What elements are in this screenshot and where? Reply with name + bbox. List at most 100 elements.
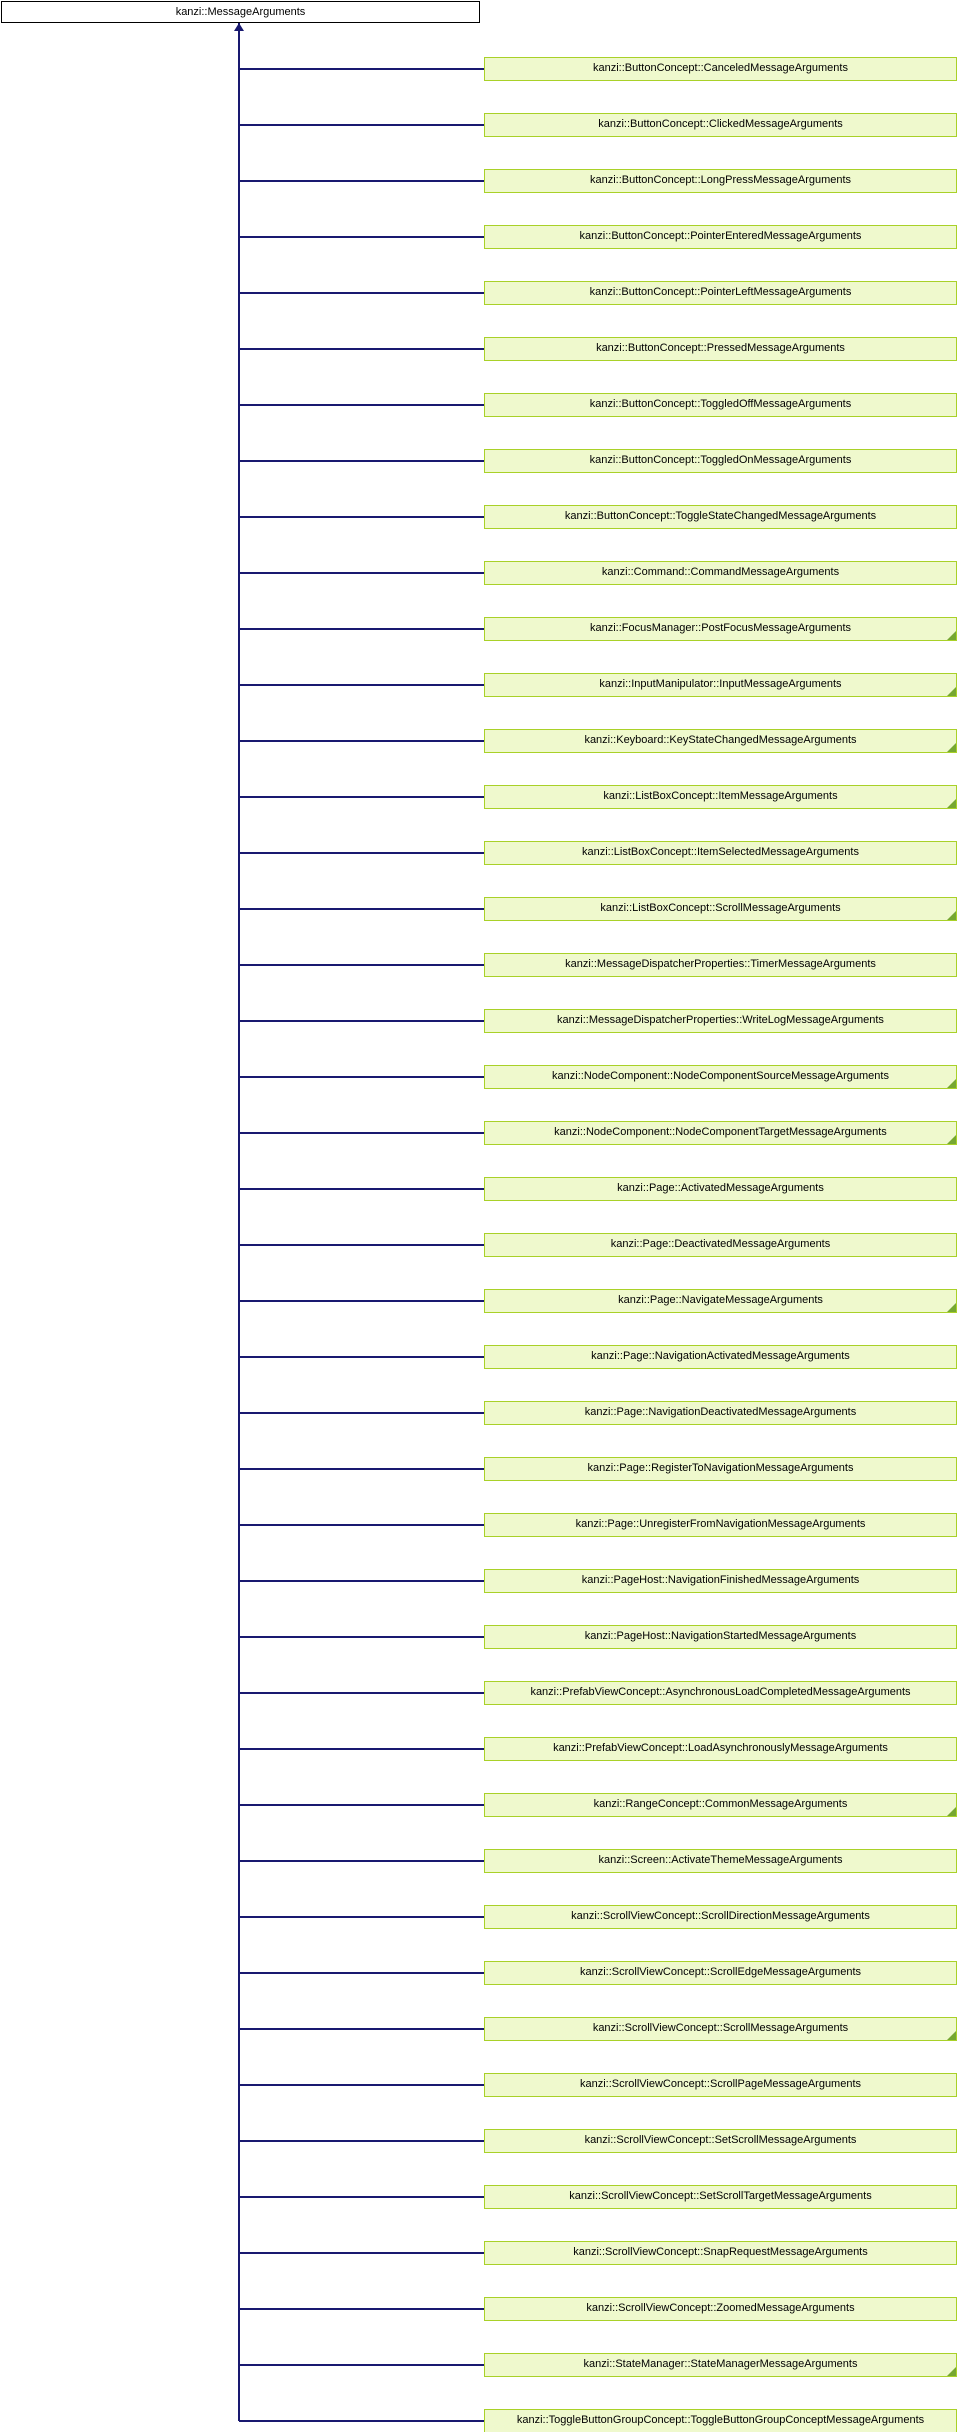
derived-class-label: kanzi::ButtonConcept::ToggledOffMessageA… xyxy=(589,398,852,410)
derived-class-label: kanzi::NodeComponent::NodeComponentTarge… xyxy=(554,1126,887,1138)
derived-class-label: kanzi::ButtonConcept::ToggledOnMessageAr… xyxy=(589,454,852,466)
derived-class-node[interactable]: kanzi::ButtonConcept::CanceledMessageArg… xyxy=(484,57,957,81)
derived-class-node[interactable]: kanzi::ListBoxConcept::ItemSelectedMessa… xyxy=(484,841,957,865)
derived-class-label: kanzi::ButtonConcept::PointerLeftMessage… xyxy=(589,286,852,298)
derived-class-row: kanzi::RangeConcept::CommonMessageArgume… xyxy=(0,1793,958,1817)
inheritance-branch-line xyxy=(239,68,484,70)
derived-class-node[interactable]: kanzi::PrefabViewConcept::LoadAsynchrono… xyxy=(484,1737,957,1761)
derived-class-node[interactable]: kanzi::Command::CommandMessageArguments xyxy=(484,561,957,585)
inheritance-branch-line xyxy=(239,572,484,574)
derived-class-label: kanzi::ButtonConcept::LongPressMessageAr… xyxy=(589,174,852,186)
inheritance-branch-line xyxy=(239,1244,484,1246)
derived-class-label: kanzi::PageHost::NavigationStartedMessag… xyxy=(584,1630,857,1642)
inheritance-branch-line xyxy=(239,1972,484,1974)
derived-class-row: kanzi::ScrollViewConcept::SetScrollMessa… xyxy=(0,2129,958,2153)
derived-class-node[interactable]: kanzi::Page::NavigationActivatedMessageA… xyxy=(484,1345,957,1369)
derived-class-label: kanzi::FocusManager::PostFocusMessageArg… xyxy=(589,622,852,634)
inheritance-branch-line xyxy=(239,180,484,182)
derived-class-node[interactable]: kanzi::ToggleButtonGroupConcept::ToggleB… xyxy=(484,2409,957,2432)
has-subclasses-marker-icon xyxy=(947,1303,956,1312)
inheritance-branch-line xyxy=(239,2196,484,2198)
inheritance-branch-line xyxy=(239,1636,484,1638)
derived-class-node[interactable]: kanzi::ScrollViewConcept::SetScrollMessa… xyxy=(484,2129,957,2153)
inheritance-branch-line xyxy=(239,2364,484,2366)
derived-class-node[interactable]: kanzi::ScrollViewConcept::ScrollEdgeMess… xyxy=(484,1961,957,1985)
derived-class-label: kanzi::ButtonConcept::PressedMessageArgu… xyxy=(596,342,845,354)
derived-class-row: kanzi::ButtonConcept::ToggleStateChanged… xyxy=(0,505,958,529)
derived-class-label: kanzi::ScrollViewConcept::ZoomedMessageA… xyxy=(586,2302,855,2314)
derived-class-node[interactable]: kanzi::ButtonConcept::PointerLeftMessage… xyxy=(484,281,957,305)
derived-class-row: kanzi::NodeComponent::NodeComponentSourc… xyxy=(0,1065,958,1089)
derived-class-node[interactable]: kanzi::PageHost::NavigationStartedMessag… xyxy=(484,1625,957,1649)
derived-class-row: kanzi::Page::NavigateMessageArguments xyxy=(0,1289,958,1313)
inheritance-arrow-icon xyxy=(234,23,244,31)
derived-class-node[interactable]: kanzi::Screen::ActivateThemeMessageArgum… xyxy=(484,1849,957,1873)
derived-class-node[interactable]: kanzi::Page::UnregisterFromNavigationMes… xyxy=(484,1513,957,1537)
derived-class-node[interactable]: kanzi::ScrollViewConcept::ScrollPageMess… xyxy=(484,2073,957,2097)
derived-class-row: kanzi::FocusManager::PostFocusMessageArg… xyxy=(0,617,958,641)
derived-class-node[interactable]: kanzi::ScrollViewConcept::ScrollMessageA… xyxy=(484,2017,957,2041)
derived-class-node[interactable]: kanzi::Page::DeactivatedMessageArguments xyxy=(484,1233,957,1257)
derived-class-node[interactable]: kanzi::RangeConcept::CommonMessageArgume… xyxy=(484,1793,957,1817)
derived-class-node[interactable]: kanzi::ScrollViewConcept::SnapRequestMes… xyxy=(484,2241,957,2265)
derived-class-node[interactable]: kanzi::PrefabViewConcept::AsynchronousLo… xyxy=(484,1681,957,1705)
derived-class-row: kanzi::ScrollViewConcept::ScrollMessageA… xyxy=(0,2017,958,2041)
derived-class-node[interactable]: kanzi::ScrollViewConcept::SetScrollTarge… xyxy=(484,2185,957,2209)
inheritance-branch-line xyxy=(239,1020,484,1022)
derived-class-node[interactable]: kanzi::ButtonConcept::ToggleStateChanged… xyxy=(484,505,957,529)
derived-class-row: kanzi::MessageDispatcherProperties::Writ… xyxy=(0,1009,958,1033)
inheritance-branch-line xyxy=(239,2084,484,2086)
inheritance-branch-line xyxy=(239,1692,484,1694)
derived-class-row: kanzi::ScrollViewConcept::SnapRequestMes… xyxy=(0,2241,958,2265)
derived-class-node[interactable]: kanzi::ButtonConcept::ClickedMessageArgu… xyxy=(484,113,957,137)
inheritance-branch-line xyxy=(239,1300,484,1302)
derived-class-node[interactable]: kanzi::ButtonConcept::LongPressMessageAr… xyxy=(484,169,957,193)
derived-class-node[interactable]: kanzi::Page::ActivatedMessageArguments xyxy=(484,1177,957,1201)
derived-class-node[interactable]: kanzi::NodeComponent::NodeComponentSourc… xyxy=(484,1065,957,1089)
derived-class-label: kanzi::ListBoxConcept::ScrollMessageArgu… xyxy=(600,902,841,914)
root-class-node[interactable]: kanzi::MessageArguments xyxy=(1,1,480,23)
derived-class-row: kanzi::MessageDispatcherProperties::Time… xyxy=(0,953,958,977)
derived-class-row: kanzi::PrefabViewConcept::AsynchronousLo… xyxy=(0,1681,958,1705)
inheritance-branch-line xyxy=(239,124,484,126)
derived-class-node[interactable]: kanzi::ScrollViewConcept::ZoomedMessageA… xyxy=(484,2297,957,2321)
derived-class-row: kanzi::ButtonConcept::CanceledMessageArg… xyxy=(0,57,958,81)
inheritance-branch-line xyxy=(239,1468,484,1470)
derived-class-node[interactable]: kanzi::ScrollViewConcept::ScrollDirectio… xyxy=(484,1905,957,1929)
derived-class-label: kanzi::ScrollViewConcept::ScrollDirectio… xyxy=(571,1910,870,1922)
derived-class-node[interactable]: kanzi::ButtonConcept::PressedMessageArgu… xyxy=(484,337,957,361)
derived-class-node[interactable]: kanzi::PageHost::NavigationFinishedMessa… xyxy=(484,1569,957,1593)
derived-class-node[interactable]: kanzi::ListBoxConcept::ItemMessageArgume… xyxy=(484,785,957,809)
derived-class-label: kanzi::ListBoxConcept::ItemMessageArgume… xyxy=(603,790,838,802)
derived-class-row: kanzi::Page::NavigationDeactivatedMessag… xyxy=(0,1401,958,1425)
derived-class-row: kanzi::Page::ActivatedMessageArguments xyxy=(0,1177,958,1201)
has-subclasses-marker-icon xyxy=(947,1807,956,1816)
derived-class-row: kanzi::Page::UnregisterFromNavigationMes… xyxy=(0,1513,958,1537)
derived-class-node[interactable]: kanzi::Page::RegisterToNavigationMessage… xyxy=(484,1457,957,1481)
has-subclasses-marker-icon xyxy=(947,799,956,808)
derived-class-node[interactable]: kanzi::Page::NavigationDeactivatedMessag… xyxy=(484,1401,957,1425)
derived-class-node[interactable]: kanzi::ListBoxConcept::ScrollMessageArgu… xyxy=(484,897,957,921)
derived-class-node[interactable]: kanzi::ButtonConcept::ToggledOnMessageAr… xyxy=(484,449,957,473)
derived-class-node[interactable]: kanzi::ButtonConcept::ToggledOffMessageA… xyxy=(484,393,957,417)
derived-class-node[interactable]: kanzi::NodeComponent::NodeComponentTarge… xyxy=(484,1121,957,1145)
derived-class-node[interactable]: kanzi::Keyboard::KeyStateChangedMessageA… xyxy=(484,729,957,753)
derived-class-row: kanzi::PageHost::NavigationStartedMessag… xyxy=(0,1625,958,1649)
derived-class-node[interactable]: kanzi::MessageDispatcherProperties::Writ… xyxy=(484,1009,957,1033)
derived-class-row: kanzi::StateManager::StateManagerMessage… xyxy=(0,2353,958,2377)
inheritance-branch-line xyxy=(239,1188,484,1190)
inheritance-branch-line xyxy=(239,1748,484,1750)
derived-class-node[interactable]: kanzi::ButtonConcept::PointerEnteredMess… xyxy=(484,225,957,249)
derived-class-row: kanzi::ButtonConcept::PointerLeftMessage… xyxy=(0,281,958,305)
derived-class-node[interactable]: kanzi::FocusManager::PostFocusMessageArg… xyxy=(484,617,957,641)
derived-class-node[interactable]: kanzi::StateManager::StateManagerMessage… xyxy=(484,2353,957,2377)
inheritance-branch-line xyxy=(239,292,484,294)
derived-class-label: kanzi::Page::RegisterToNavigationMessage… xyxy=(587,1462,854,1474)
derived-class-node[interactable]: kanzi::MessageDispatcherProperties::Time… xyxy=(484,953,957,977)
derived-class-row: kanzi::Page::DeactivatedMessageArguments xyxy=(0,1233,958,1257)
derived-class-node[interactable]: kanzi::InputManipulator::InputMessageArg… xyxy=(484,673,957,697)
derived-class-node[interactable]: kanzi::Page::NavigateMessageArguments xyxy=(484,1289,957,1313)
derived-class-row: kanzi::ButtonConcept::PressedMessageArgu… xyxy=(0,337,958,361)
derived-class-label: kanzi::Command::CommandMessageArguments xyxy=(601,566,840,578)
derived-class-label: kanzi::NodeComponent::NodeComponentSourc… xyxy=(552,1070,889,1082)
